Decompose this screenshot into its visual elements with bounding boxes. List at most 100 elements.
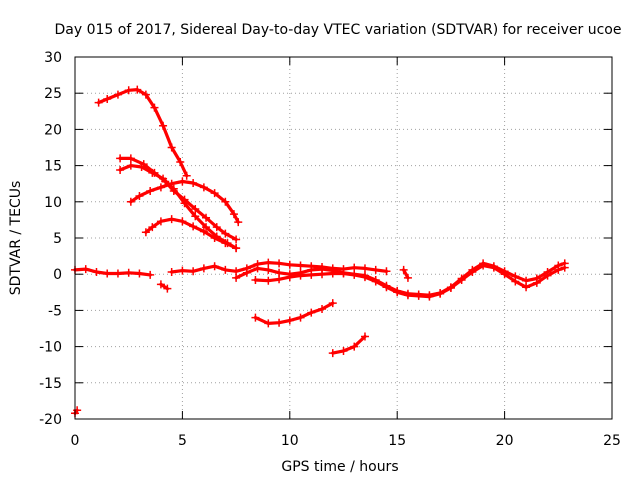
data-point <box>199 183 208 192</box>
data-point <box>275 259 284 268</box>
data-point <box>103 269 112 278</box>
data-point <box>532 278 541 287</box>
series-arc-13 <box>399 265 412 282</box>
series-arc-7 <box>156 280 172 293</box>
data-point <box>167 268 176 277</box>
data-point <box>167 143 176 152</box>
data-point <box>489 263 498 272</box>
data-point <box>234 218 243 227</box>
data-point <box>124 86 133 95</box>
data-point <box>156 217 165 226</box>
data-point <box>113 269 122 278</box>
data-point <box>232 235 241 244</box>
data-point <box>350 270 359 279</box>
x-tick-label: 0 <box>71 433 80 449</box>
data-point <box>328 269 337 278</box>
x-tick-label: 25 <box>603 433 621 449</box>
series-arc-10 <box>251 261 569 301</box>
y-tick-label: 5 <box>53 231 62 247</box>
data-point <box>522 283 531 292</box>
data-point <box>307 270 316 279</box>
data-point <box>189 178 198 187</box>
y-axis-label: SDTVAR / TECUs <box>8 181 24 296</box>
data-point <box>81 265 90 274</box>
data-point <box>560 263 569 272</box>
data-point <box>221 239 230 248</box>
data-point <box>221 265 230 274</box>
series-arc-14 <box>71 406 82 418</box>
data-point <box>212 223 221 232</box>
data-point <box>182 171 191 180</box>
y-tick-label: -20 <box>39 412 62 428</box>
data-point <box>479 261 488 270</box>
y-tick-label: 20 <box>44 122 62 138</box>
data-point <box>399 265 408 274</box>
data-point <box>73 406 82 415</box>
data-point <box>156 183 165 192</box>
data-point <box>264 265 273 274</box>
data-point <box>339 269 348 278</box>
data-point <box>436 289 445 298</box>
data-point <box>191 212 200 221</box>
data-point <box>328 299 337 308</box>
data-point <box>382 267 391 276</box>
series-arc-4 <box>126 177 243 227</box>
data-point <box>159 121 168 130</box>
data-point <box>446 283 455 292</box>
data-point <box>229 210 238 219</box>
x-tick-label: 5 <box>178 433 187 449</box>
data-point <box>137 163 146 172</box>
x-axis-label: GPS time / hours <box>281 459 398 475</box>
data-point <box>178 217 187 226</box>
series-arc-5 <box>141 215 241 253</box>
data-point <box>141 90 150 99</box>
data-point <box>393 288 402 297</box>
x-tick-labels: 0 5 10 15 20 25 <box>71 433 621 449</box>
data-point <box>285 316 294 325</box>
data-point <box>133 85 142 94</box>
data-point <box>543 271 552 280</box>
data-point <box>350 342 359 351</box>
data-point <box>296 261 305 270</box>
series-line <box>129 179 240 224</box>
data-point <box>468 268 477 277</box>
data-point <box>146 186 155 195</box>
data-point <box>264 276 273 285</box>
y-tick-label: 0 <box>53 267 62 283</box>
data-point <box>191 205 200 214</box>
data-point <box>163 284 172 293</box>
data-point <box>210 234 219 242</box>
data-point <box>167 215 176 224</box>
data-point <box>210 262 219 271</box>
data-point <box>146 270 155 279</box>
data-point <box>251 275 260 284</box>
x-tick-label: 10 <box>281 433 299 449</box>
series-line <box>253 301 335 325</box>
data-point <box>156 280 165 289</box>
y-tick-label: 30 <box>44 50 62 66</box>
data-point <box>141 228 150 237</box>
data-point <box>116 165 125 174</box>
data-point <box>135 192 144 201</box>
data-point <box>382 283 391 292</box>
data-point <box>116 154 125 163</box>
data-point <box>554 265 563 274</box>
data-point <box>221 197 230 206</box>
data-point <box>178 266 187 275</box>
data-point <box>318 270 327 279</box>
y-tick-label: -15 <box>39 376 62 392</box>
data-point <box>135 269 144 278</box>
data-point <box>210 189 219 198</box>
data-point <box>232 244 241 253</box>
data-point <box>371 277 380 286</box>
data-point <box>202 213 211 222</box>
data-point <box>360 264 369 273</box>
y-tick-labels: -20 -15 -10 -5 0 5 10 15 20 25 30 <box>39 50 62 428</box>
y-tick-label: -5 <box>48 303 62 319</box>
data-point <box>285 260 294 269</box>
data-point <box>425 292 434 301</box>
data-point <box>318 304 327 313</box>
data-point <box>371 265 380 274</box>
data-point <box>457 275 466 284</box>
